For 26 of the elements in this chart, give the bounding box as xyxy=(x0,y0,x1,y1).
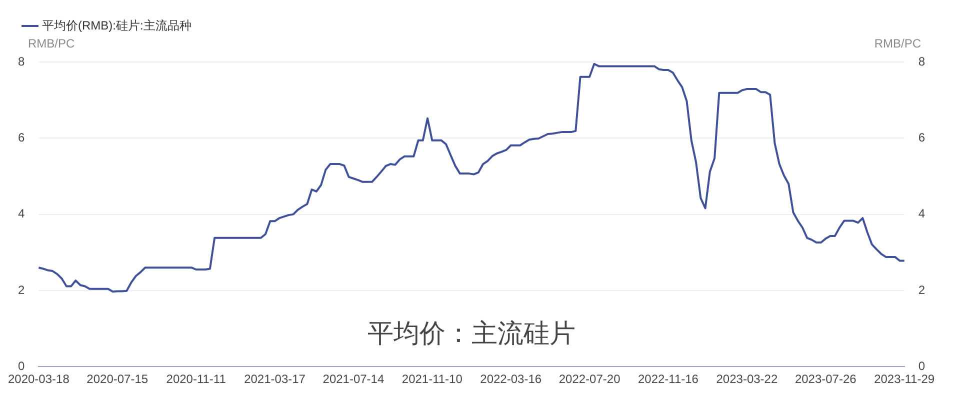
y2-tick-label: 6 xyxy=(918,130,926,144)
y-tick-label: 4 xyxy=(18,206,25,221)
y2-axis-title: RMB/PC xyxy=(874,36,922,50)
annotation: 平均价：主流硅片 xyxy=(368,318,576,348)
x-tick-label: 2021-03-17 xyxy=(244,372,306,386)
y-tick-label: 8 xyxy=(18,54,25,68)
x-tick-label: 2022-03-16 xyxy=(480,372,542,386)
x-tick-label: 2020-03-18 xyxy=(8,372,70,386)
legend-label: 平均价(RMB):硅片:主流品种 xyxy=(42,18,192,32)
y-tick-label: 0 xyxy=(18,358,25,373)
x-tick-label: 2021-11-10 xyxy=(402,372,463,386)
x-tick-label: 2022-11-16 xyxy=(638,372,699,386)
x-tick-label: 2023-03-22 xyxy=(716,372,778,386)
x-tick-label: 2020-07-15 xyxy=(86,372,148,386)
y-axis-title: RMB/PC xyxy=(28,36,76,50)
y2-tick-label: 0 xyxy=(918,358,926,373)
y-tick-label: 6 xyxy=(18,130,25,144)
x-tick-label: 2023-07-26 xyxy=(794,372,857,386)
y-tick-label: 2 xyxy=(18,282,25,297)
x-tick-label: 2021-07-14 xyxy=(322,372,384,386)
x-tick-label: 2023-11-29 xyxy=(874,372,935,386)
y2-tick-label: 2 xyxy=(918,282,926,297)
y2-tick-label: 8 xyxy=(918,54,926,68)
y2-tick-label: 4 xyxy=(918,206,926,221)
x-tick-label: 2020-11-11 xyxy=(166,372,226,386)
x-tick-label: 2022-07-20 xyxy=(558,372,621,386)
